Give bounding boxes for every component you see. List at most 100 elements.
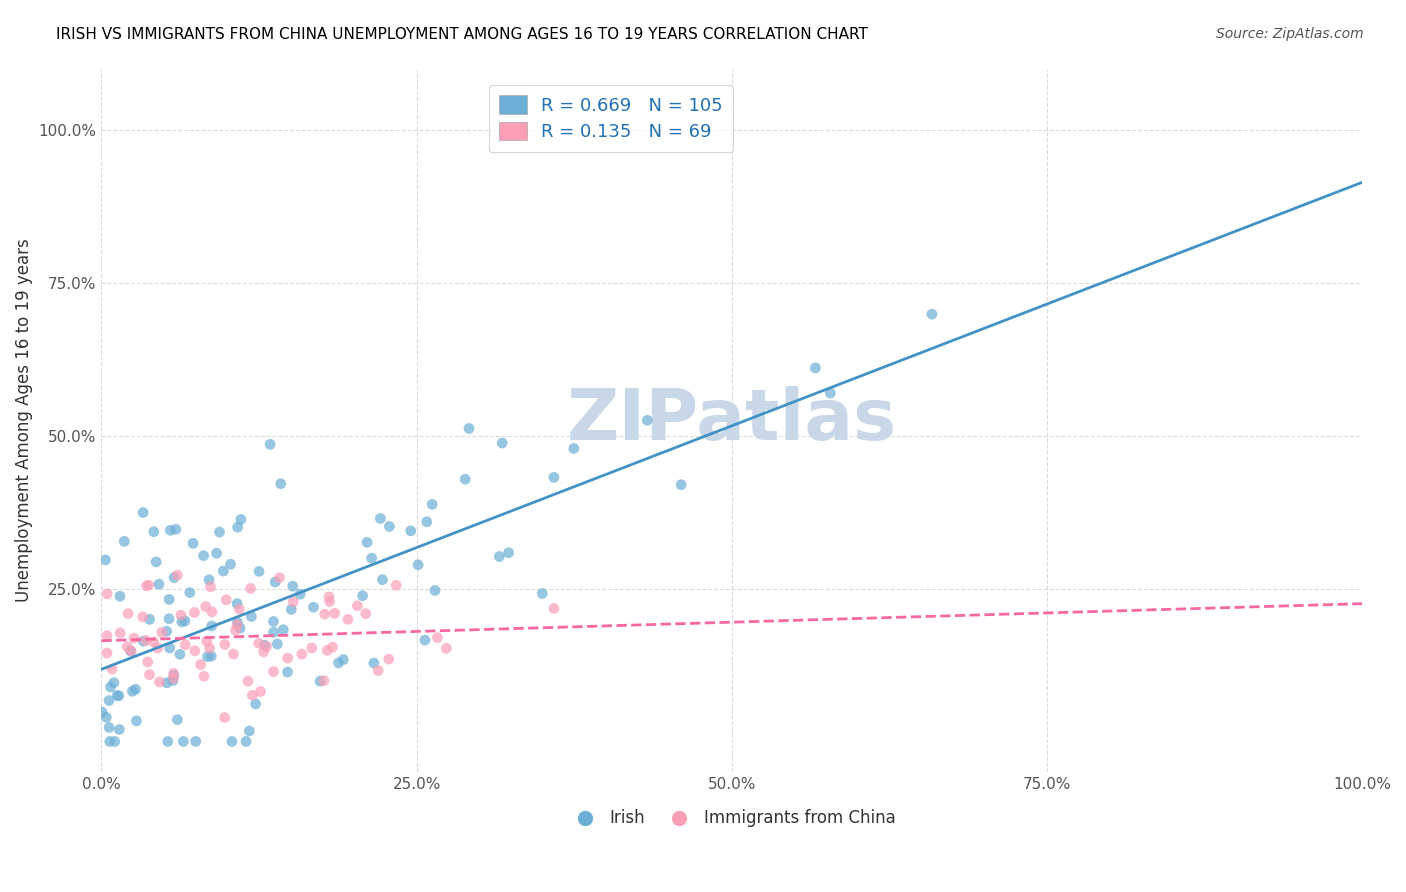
Point (316, 643, 339, 657)
Point (543, 470, 565, 484)
Point (98, 721, 121, 735)
Point (198, 641, 221, 656)
Point (247, 636, 270, 650)
Point (264, 574, 287, 589)
Point (215, 592, 238, 607)
Point (543, 601, 565, 615)
Point (104, 734, 127, 748)
Point (491, 436, 513, 450)
Point (96, 587, 118, 601)
Point (309, 674, 332, 689)
Point (356, 535, 378, 549)
Point (454, 472, 477, 486)
Point (201, 605, 224, 619)
Point (94, 553, 117, 567)
Point (804, 361, 827, 376)
Point (346, 599, 368, 613)
Point (669, 477, 692, 491)
Point (322, 640, 344, 654)
Point (228, 602, 250, 616)
Point (280, 602, 302, 616)
Point (283, 595, 305, 609)
Point (108, 626, 131, 640)
Point (120, 644, 142, 658)
Point (174, 614, 197, 628)
Point (108, 589, 131, 603)
Point (240, 609, 263, 624)
Point (385, 578, 408, 592)
Point (103, 675, 125, 690)
Point (135, 579, 157, 593)
Point (269, 571, 291, 585)
Point (263, 625, 285, 640)
Point (98, 693, 121, 707)
Point (163, 668, 186, 682)
Point (142, 635, 165, 649)
Point (166, 568, 188, 582)
Point (221, 734, 243, 748)
Point (183, 606, 205, 620)
Point (142, 524, 165, 539)
Point (208, 525, 231, 540)
Point (169, 648, 191, 662)
Text: IRISH VS IMMIGRANTS FROM CHINA UNEMPLOYMENT AMONG AGES 16 TO 19 YEARS CORRELATIO: IRISH VS IMMIGRANTS FROM CHINA UNEMPLOYM… (56, 27, 868, 42)
Point (96, 629, 118, 643)
Point (360, 551, 382, 566)
Point (253, 645, 276, 659)
Point (145, 555, 167, 569)
Point (190, 657, 212, 672)
Point (148, 577, 170, 591)
Point (420, 497, 443, 511)
Point (367, 664, 389, 678)
Point (323, 607, 346, 621)
Point (163, 571, 186, 585)
Point (406, 558, 429, 572)
Point (135, 633, 157, 648)
Point (281, 579, 304, 593)
Point (91, 705, 114, 719)
Point (122, 631, 145, 645)
Point (498, 546, 520, 560)
Point (195, 634, 218, 648)
Point (222, 647, 245, 661)
Point (101, 662, 124, 676)
Point (157, 612, 180, 626)
Point (226, 617, 249, 632)
Point (132, 610, 155, 624)
Point (225, 624, 247, 638)
Point (291, 647, 314, 661)
Point (214, 637, 236, 651)
Point (159, 524, 181, 538)
Point (181, 536, 204, 550)
Point (332, 652, 354, 666)
Point (120, 644, 142, 658)
Point (426, 631, 449, 645)
Point (157, 592, 180, 607)
Point (921, 307, 943, 321)
Point (219, 558, 242, 572)
Point (150, 625, 173, 640)
Point (156, 675, 179, 690)
Point (253, 638, 276, 652)
Point (226, 597, 249, 611)
Point (125, 714, 148, 728)
Point (156, 624, 179, 639)
Point (256, 640, 278, 654)
Point (132, 506, 155, 520)
Point (371, 573, 394, 587)
Point (172, 734, 194, 748)
Point (271, 623, 294, 637)
Point (166, 713, 188, 727)
Point (174, 638, 197, 652)
Point (212, 564, 235, 578)
Point (184, 734, 207, 748)
Point (266, 637, 288, 651)
Point (108, 723, 131, 737)
Point (117, 607, 139, 621)
Point (121, 684, 143, 698)
Point (245, 697, 267, 711)
Point (96, 710, 118, 724)
Point (378, 519, 401, 533)
Point (562, 442, 585, 456)
Point (194, 599, 217, 614)
